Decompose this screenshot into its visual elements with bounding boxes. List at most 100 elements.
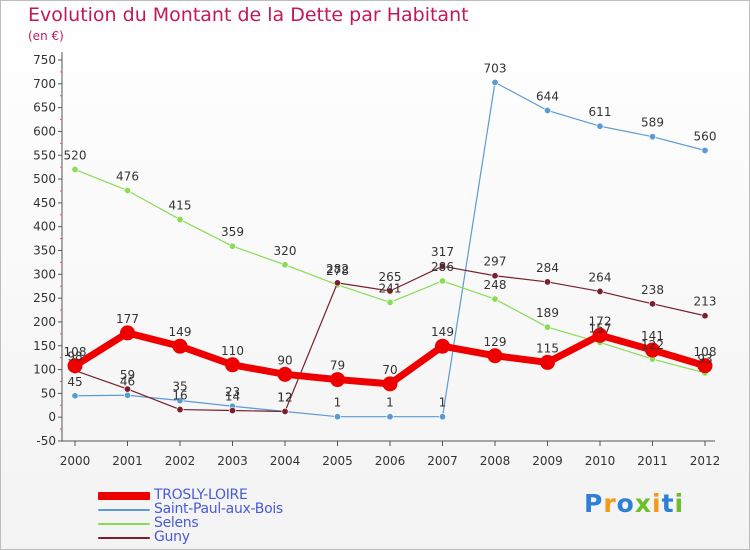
data-point xyxy=(71,392,79,400)
data-label: 415 xyxy=(169,199,192,213)
data-label: 98 xyxy=(67,350,82,364)
y-tick-label: 500 xyxy=(33,172,56,186)
data-label: 282 xyxy=(326,262,349,276)
data-label: 16 xyxy=(172,389,187,403)
data-label: 264 xyxy=(589,270,612,284)
data-label: 589 xyxy=(641,116,664,130)
y-tick-label: 750 xyxy=(33,53,56,67)
data-point xyxy=(176,216,184,224)
x-tick-label: 2002 xyxy=(165,454,196,468)
x-tick-label: 2008 xyxy=(480,454,511,468)
data-label: 90 xyxy=(277,353,292,367)
x-tick-label: 2001 xyxy=(112,454,143,468)
data-point xyxy=(382,376,398,392)
data-point xyxy=(386,298,394,306)
legend-swatch xyxy=(98,523,150,525)
data-label: 265 xyxy=(379,270,402,284)
data-label: 110 xyxy=(221,344,244,358)
data-label: 320 xyxy=(274,244,297,258)
data-label: 1 xyxy=(386,396,394,410)
data-point xyxy=(701,312,709,320)
y-tick-label: 400 xyxy=(33,220,56,234)
y-tick-label: 600 xyxy=(33,124,56,138)
data-point xyxy=(277,366,293,382)
data-point xyxy=(386,287,394,295)
y-tick-label: 150 xyxy=(33,339,56,353)
data-label: 141 xyxy=(641,329,664,343)
data-label: 297 xyxy=(484,255,507,269)
data-label: 35 xyxy=(172,380,187,394)
y-tick-label: -50 xyxy=(36,434,56,448)
logo-letter: i xyxy=(652,489,662,518)
chart-subtitle: (en €) xyxy=(28,29,64,43)
data-point xyxy=(229,242,237,250)
data-point xyxy=(438,262,446,270)
x-tick-label: 2012 xyxy=(690,454,721,468)
data-point xyxy=(487,348,503,364)
x-tick-label: 2010 xyxy=(585,454,616,468)
data-point xyxy=(333,413,341,421)
y-tick-label: 0 xyxy=(48,410,56,424)
legend-swatch xyxy=(98,509,150,511)
x-tick-label: 2005 xyxy=(322,454,353,468)
data-label: 476 xyxy=(116,169,139,183)
legend-swatch xyxy=(98,537,150,539)
data-label: 189 xyxy=(536,306,559,320)
y-tick-label: 450 xyxy=(33,196,56,210)
data-point xyxy=(124,391,132,399)
data-label: 14 xyxy=(225,390,240,404)
legend-swatch xyxy=(98,492,150,500)
data-point xyxy=(491,295,499,303)
data-point xyxy=(543,323,551,331)
data-label: 45 xyxy=(67,375,82,389)
data-label: 703 xyxy=(484,61,507,75)
data-label: 1 xyxy=(334,396,342,410)
data-point xyxy=(592,327,608,343)
data-point xyxy=(596,122,604,130)
data-point xyxy=(438,413,446,421)
data-point xyxy=(330,372,345,388)
data-point xyxy=(543,278,551,286)
data-label: 59 xyxy=(120,368,135,382)
data-label: 46 xyxy=(120,374,135,388)
data-label: 122 xyxy=(641,338,664,352)
data-label: 79 xyxy=(330,359,345,373)
data-point xyxy=(67,358,83,374)
y-tick-label: 100 xyxy=(33,363,56,377)
y-tick-label: 300 xyxy=(33,267,56,281)
x-tick-label: 2009 xyxy=(532,454,563,468)
data-point xyxy=(491,272,499,280)
y-tick-label: 350 xyxy=(33,244,56,258)
data-point xyxy=(176,397,184,405)
x-tick-label: 2000 xyxy=(60,454,91,468)
x-tick-label: 2003 xyxy=(217,454,248,468)
data-label: 238 xyxy=(641,283,664,297)
y-tick-label: 250 xyxy=(33,291,56,305)
logo-letter: P xyxy=(584,489,604,518)
chart-title: Evolution du Montant de la Dette par Hab… xyxy=(28,4,469,26)
y-tick-label: 650 xyxy=(33,101,56,115)
data-label: 93 xyxy=(697,352,712,366)
data-label: 644 xyxy=(536,89,559,103)
data-label: 149 xyxy=(169,325,192,339)
data-label: 177 xyxy=(116,312,139,326)
y-tick-label: 200 xyxy=(33,315,56,329)
data-point xyxy=(71,166,79,174)
data-point xyxy=(124,385,132,393)
data-label: 241 xyxy=(379,281,402,295)
data-point xyxy=(281,261,289,269)
data-label: 359 xyxy=(221,225,244,239)
data-label: 115 xyxy=(536,341,559,355)
data-label: 1 xyxy=(439,396,447,410)
data-label: 23 xyxy=(225,385,240,399)
y-tick-label: 700 xyxy=(33,77,56,91)
data-label: 12 xyxy=(277,390,292,404)
logo-letter: r xyxy=(603,489,617,518)
data-point xyxy=(701,146,709,154)
data-label: 12 xyxy=(277,390,292,404)
data-label: 129 xyxy=(484,335,507,349)
y-tick-label: 50 xyxy=(41,386,56,400)
x-tick-label: 2006 xyxy=(375,454,406,468)
